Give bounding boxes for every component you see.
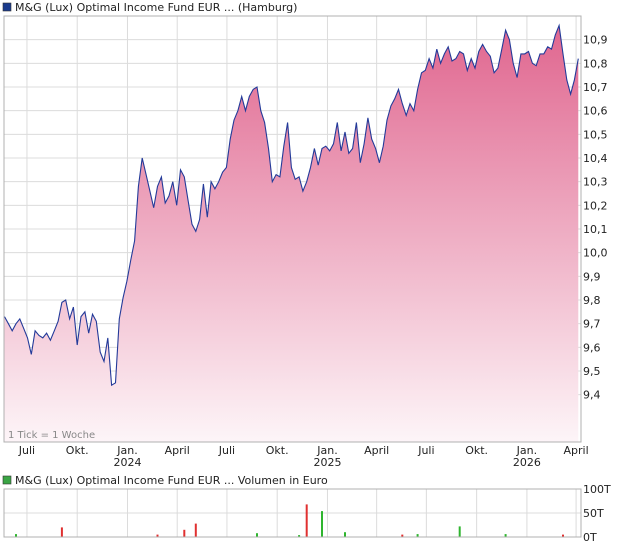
volume-bar xyxy=(183,529,186,537)
y-tick-label: 9,9 xyxy=(583,270,601,283)
main-plot-frame xyxy=(3,15,582,443)
x-tick-label: Jan. xyxy=(516,444,537,457)
x-tick-label: April xyxy=(364,444,389,457)
x-tick-label: Juli xyxy=(417,444,434,457)
volume-bar xyxy=(305,504,308,537)
volume-bar xyxy=(298,535,301,537)
volume-bar xyxy=(458,526,461,537)
volume-bar xyxy=(504,534,507,537)
y-tick-label: 10,4 xyxy=(583,152,608,165)
volume-grid xyxy=(4,488,581,538)
y-tick-label: 10,7 xyxy=(583,81,608,94)
chart-title: M&G (Lux) Optimal Income Fund EUR ... (H… xyxy=(15,1,297,14)
x-tick-year-label: 2024 xyxy=(113,456,141,469)
y-tick-label: 9,5 xyxy=(583,365,601,378)
tick-note: 1 Tick = 1 Woche xyxy=(8,430,95,441)
y-tick-label: 10,9 xyxy=(583,34,608,47)
volume-bar xyxy=(344,532,346,537)
y-tick-label: 10,8 xyxy=(583,57,608,70)
x-tick-label: Okt. xyxy=(266,444,289,457)
y-tick-label: 10,0 xyxy=(583,247,608,260)
x-tick-label: Juli xyxy=(18,444,35,457)
volume-bars xyxy=(15,504,564,537)
main-y-tick-labels: 9,4 9,5 9,6 9,7 9,8 9,9 10,0 10,1 10,2 10,3 10,4 10… xyxy=(583,34,608,402)
y-tick-label: 10,1 xyxy=(583,223,608,236)
volume-bar xyxy=(60,527,63,537)
volume-bar xyxy=(194,523,197,537)
volume-y-tick-labels: 100T 50T 0T xyxy=(583,483,611,544)
price-line xyxy=(4,23,579,387)
y-tick-label: 9,7 xyxy=(583,318,601,331)
volume-title: M&G (Lux) Optimal Income Fund EUR ... Vo… xyxy=(15,474,328,487)
x-tick-label: Jan. xyxy=(116,444,137,457)
x-tick-label: Okt. xyxy=(465,444,488,457)
volume-y-tick-label: 0T xyxy=(583,531,597,544)
volume-plot-frame xyxy=(3,488,582,538)
x-tick-label: Juli xyxy=(218,444,235,457)
volume-bar xyxy=(562,534,564,537)
y-tick-label: 9,6 xyxy=(583,341,601,354)
legend-swatch xyxy=(2,2,12,12)
y-tick-label: 10,2 xyxy=(583,199,608,212)
x-tick-label: April xyxy=(165,444,190,457)
volume-bar xyxy=(321,511,323,537)
volume-y-tick-label: 50T xyxy=(583,507,604,520)
x-tick-label: Jan. xyxy=(316,444,337,457)
x-tick-year-label: 2026 xyxy=(513,456,541,469)
x-tick-year-label: 2025 xyxy=(313,456,341,469)
volume-legend-swatch xyxy=(2,475,12,485)
y-tick-label: 9,8 xyxy=(583,294,601,307)
volume-y-tick-label: 100T xyxy=(583,483,611,496)
x-tick-label: April xyxy=(564,444,589,457)
volume-bar xyxy=(401,534,404,537)
y-tick-label: 9,4 xyxy=(583,389,601,402)
x-tick-label: Okt. xyxy=(66,444,89,457)
volume-bar xyxy=(15,534,17,537)
y-tick-label: 10,6 xyxy=(583,105,608,118)
y-tick-label: 10,3 xyxy=(583,176,608,189)
price-area xyxy=(4,25,579,442)
y-tick-label: 10,5 xyxy=(583,128,608,141)
volume-bar xyxy=(256,533,258,537)
volume-bar xyxy=(416,534,419,537)
volume-bar xyxy=(156,534,159,537)
